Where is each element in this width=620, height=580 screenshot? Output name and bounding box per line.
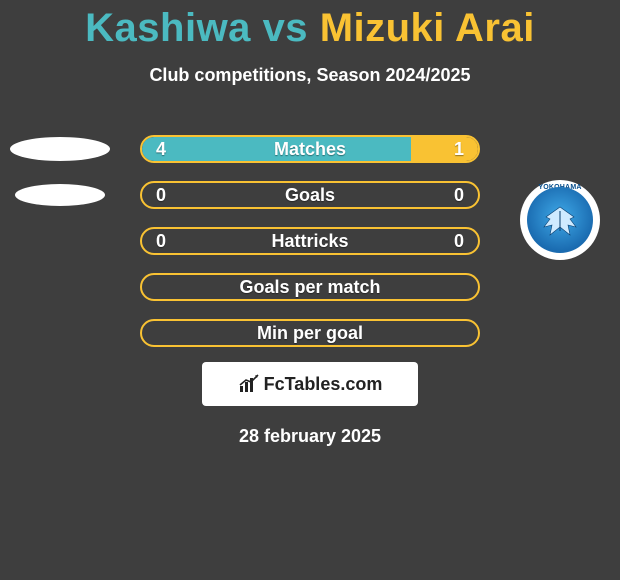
chart-icon: [238, 374, 260, 394]
stat-value-right: 1: [454, 139, 464, 160]
stat-value-left: 4: [156, 139, 166, 160]
stat-row: Hattricks0 0: [0, 218, 620, 264]
stat-bar: Goals per match: [140, 273, 480, 301]
stat-label: Min per goal: [142, 323, 478, 344]
title-vs: vs: [263, 6, 309, 50]
subtitle: Club competitions, Season 2024/2025: [0, 65, 620, 86]
stat-value-right: 0: [454, 231, 464, 252]
date-text: 28 february 2025: [0, 426, 620, 447]
stats-container: Matches41 YOKOHAMA Goals00Hattricks00Goa…: [0, 126, 620, 356]
stat-bar: Hattricks0 0: [140, 227, 480, 255]
left-player-badge-placeholder: [10, 184, 110, 206]
stat-row: Matches4 1: [0, 126, 620, 172]
stat-value-right: 0: [454, 185, 464, 206]
stat-row: YOKOHAMA Goals00: [0, 172, 620, 218]
stat-value-left: 0: [156, 231, 166, 252]
stat-row: Min per goal: [0, 310, 620, 356]
title-right: Mizuki Arai: [320, 6, 535, 50]
title-left: Kashiwa: [85, 6, 251, 50]
branding-box[interactable]: FcTables.com: [202, 362, 418, 406]
branding-text: FcTables.com: [264, 374, 383, 395]
stat-bar: Goals0 0: [140, 181, 480, 209]
ellipse-icon: [10, 137, 110, 161]
left-team-badge-placeholder: [10, 137, 110, 161]
stat-label: Goals: [142, 185, 478, 206]
stat-value-left: 0: [156, 185, 166, 206]
page-title: Kashiwa vs Mizuki Arai: [0, 0, 620, 51]
stat-row: Goals per match: [0, 264, 620, 310]
ellipse-icon: [15, 184, 105, 206]
stat-bar: Min per goal: [140, 319, 480, 347]
stat-bar: Matches4 1: [140, 135, 480, 163]
stat-label: Hattricks: [142, 231, 478, 252]
stat-label: Matches: [142, 139, 478, 160]
stat-label: Goals per match: [142, 277, 478, 298]
